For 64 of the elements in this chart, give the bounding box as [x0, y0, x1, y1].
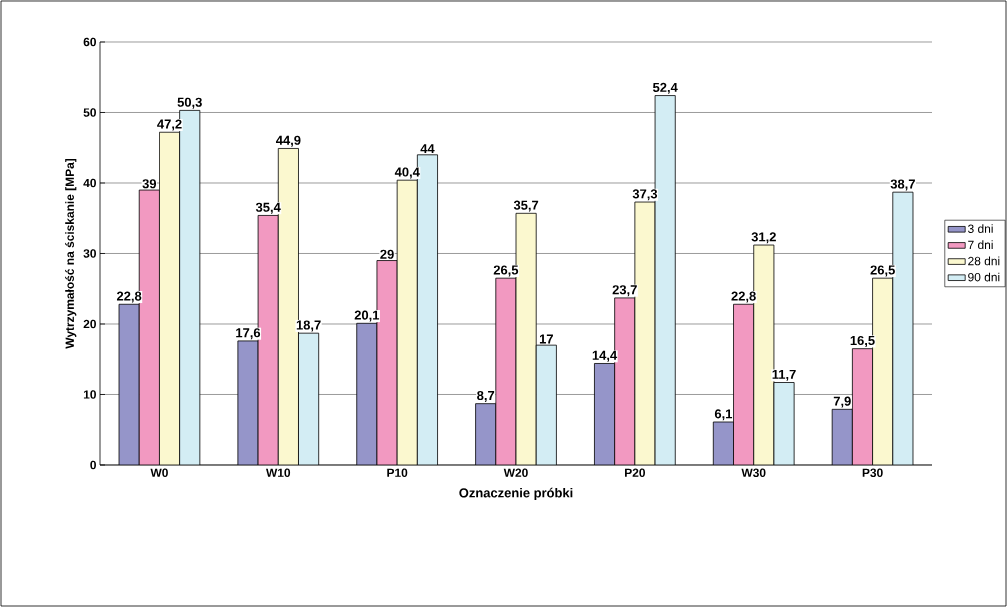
y-tick-label: 40: [83, 178, 96, 188]
bar: [356, 323, 377, 465]
legend-label: 28 dni: [968, 256, 1000, 266]
data-label: 52,4: [652, 82, 678, 94]
data-label: 40,4: [394, 167, 420, 179]
data-label: 37,3: [632, 189, 658, 201]
data-label: 26,5: [493, 265, 519, 277]
bar: [258, 215, 279, 465]
data-label: 17,6: [236, 328, 261, 340]
data-label: 8,7: [477, 390, 495, 402]
bar: [831, 408, 853, 465]
bar: [119, 304, 140, 465]
bar: [594, 363, 615, 465]
y-axis-title: Wytrzymałość na ściskanie [MPa]: [65, 158, 77, 349]
data-label: 26,5: [870, 265, 895, 277]
data-label: 44: [420, 144, 435, 154]
y-tick-label: 0: [90, 460, 96, 470]
bar: [655, 95, 676, 465]
data-label: 47,2: [157, 119, 182, 131]
y-tick-label: 10: [83, 390, 96, 399]
data-label: 23,7: [612, 285, 637, 297]
data-label: 29: [380, 249, 394, 259]
data-label: 20,1: [354, 310, 380, 322]
x-tick-label: W10: [266, 468, 291, 477]
y-tick-label: 60: [83, 37, 96, 47]
legend-label: 3 dni: [968, 224, 993, 233]
bar: [475, 403, 496, 465]
bar: [851, 348, 873, 465]
x-tick-label: P10: [387, 468, 408, 477]
data-label: 17: [539, 334, 553, 344]
data-label: 7,9: [833, 396, 851, 408]
data-label: 16,5: [850, 335, 875, 347]
data-label: 22,8: [731, 291, 756, 303]
data-label: 35,7: [513, 200, 539, 212]
bar: [733, 304, 754, 465]
data-label: 50,3: [177, 97, 202, 109]
x-tick-label: W20: [503, 468, 528, 477]
data-label: 11,7: [772, 369, 796, 381]
x-axis-title: Oznaczenie próbki: [459, 487, 573, 501]
data-label: 44,9: [275, 135, 301, 147]
data-label: 35,4: [255, 202, 281, 214]
y-tick-label: 30: [83, 249, 96, 258]
legend-label: 90 dni: [968, 272, 1000, 282]
bar: [516, 213, 537, 465]
bar: [536, 345, 557, 465]
data-label: 38,7: [890, 179, 915, 191]
data-label: 14,4: [592, 350, 618, 362]
legend-label: 7 dni: [968, 240, 993, 250]
x-tick-label: W0: [150, 468, 168, 477]
data-label: 22,8: [116, 291, 142, 303]
bar: [713, 421, 734, 465]
bar: [397, 180, 418, 465]
x-tick-label: P20: [625, 468, 645, 477]
x-tick-label: W30: [741, 468, 766, 478]
y-tick-label: 20: [83, 319, 96, 329]
data-label: 18,7: [296, 320, 321, 332]
bar: [495, 278, 516, 465]
bar: [298, 333, 319, 465]
bar: [159, 132, 180, 465]
data-label: 31,2: [751, 232, 776, 244]
data-label: 6,1: [714, 409, 733, 421]
y-tick-label: 50: [83, 108, 96, 117]
data-label: 39: [142, 179, 157, 189]
x-tick-label: P30: [862, 468, 883, 478]
